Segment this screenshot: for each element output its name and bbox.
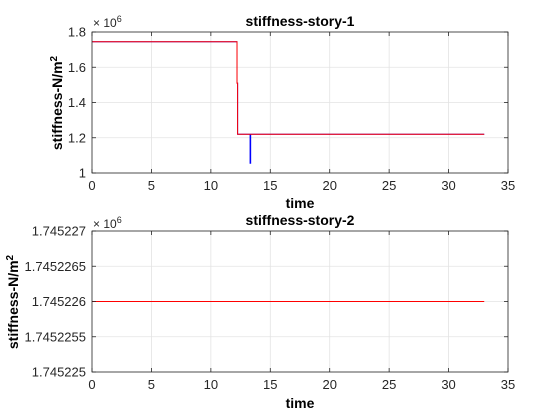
x-tick-label: 15 xyxy=(263,178,277,193)
y-tick-label: 1.4 xyxy=(68,95,86,110)
x-tick-label: 0 xyxy=(88,178,95,193)
y-axis-label: stiffness-N/m2 xyxy=(5,254,21,349)
x-tick-label: 20 xyxy=(322,178,336,193)
x-tick-label: 25 xyxy=(382,377,396,392)
y-tick-label: 1.2 xyxy=(68,130,86,145)
subplot-story-2: stiffness-story-2 × 106 time stiffness-N… xyxy=(5,212,515,411)
y-tick-label: 1.745227 xyxy=(32,224,86,239)
y-axis-label: stiffness-N/m2 xyxy=(49,55,65,150)
x-axis-label: time xyxy=(286,195,315,211)
x-tick-label: 35 xyxy=(501,377,515,392)
x-tick-label: 5 xyxy=(148,178,155,193)
chart-title: stiffness-story-1 xyxy=(246,13,355,29)
x-tick-label: 5 xyxy=(148,377,155,392)
x-tick-label: 25 xyxy=(382,178,396,193)
subplot-story-1: stiffness-story-1 × 106 time stiffness-N… xyxy=(49,13,515,211)
y-tick-label: 1.6 xyxy=(68,60,86,75)
x-tick-label: 20 xyxy=(322,377,336,392)
y-tick-label: 1.8 xyxy=(68,25,86,40)
x-tick-label: 30 xyxy=(441,178,455,193)
y-tick-label: 1.7452255 xyxy=(25,329,86,344)
series-line-1 xyxy=(92,41,485,135)
chart-title: stiffness-story-2 xyxy=(246,212,355,228)
x-tick-label: 10 xyxy=(204,377,218,392)
x-tick-label: 30 xyxy=(441,377,455,392)
x-tick-label: 35 xyxy=(501,178,515,193)
x-tick-label: 0 xyxy=(88,377,95,392)
y-tick-label: 1 xyxy=(79,166,86,181)
x-tick-label: 15 xyxy=(263,377,277,392)
x-axis-label: time xyxy=(286,395,315,411)
y-tick-label: 1.745225 xyxy=(32,365,86,380)
axis-exponent: × 106 xyxy=(93,215,122,231)
y-tick-label: 1.7452265 xyxy=(25,259,86,274)
x-tick-label: 10 xyxy=(204,178,218,193)
axis-exponent: × 106 xyxy=(93,14,122,30)
y-tick-label: 1.745226 xyxy=(32,294,86,309)
